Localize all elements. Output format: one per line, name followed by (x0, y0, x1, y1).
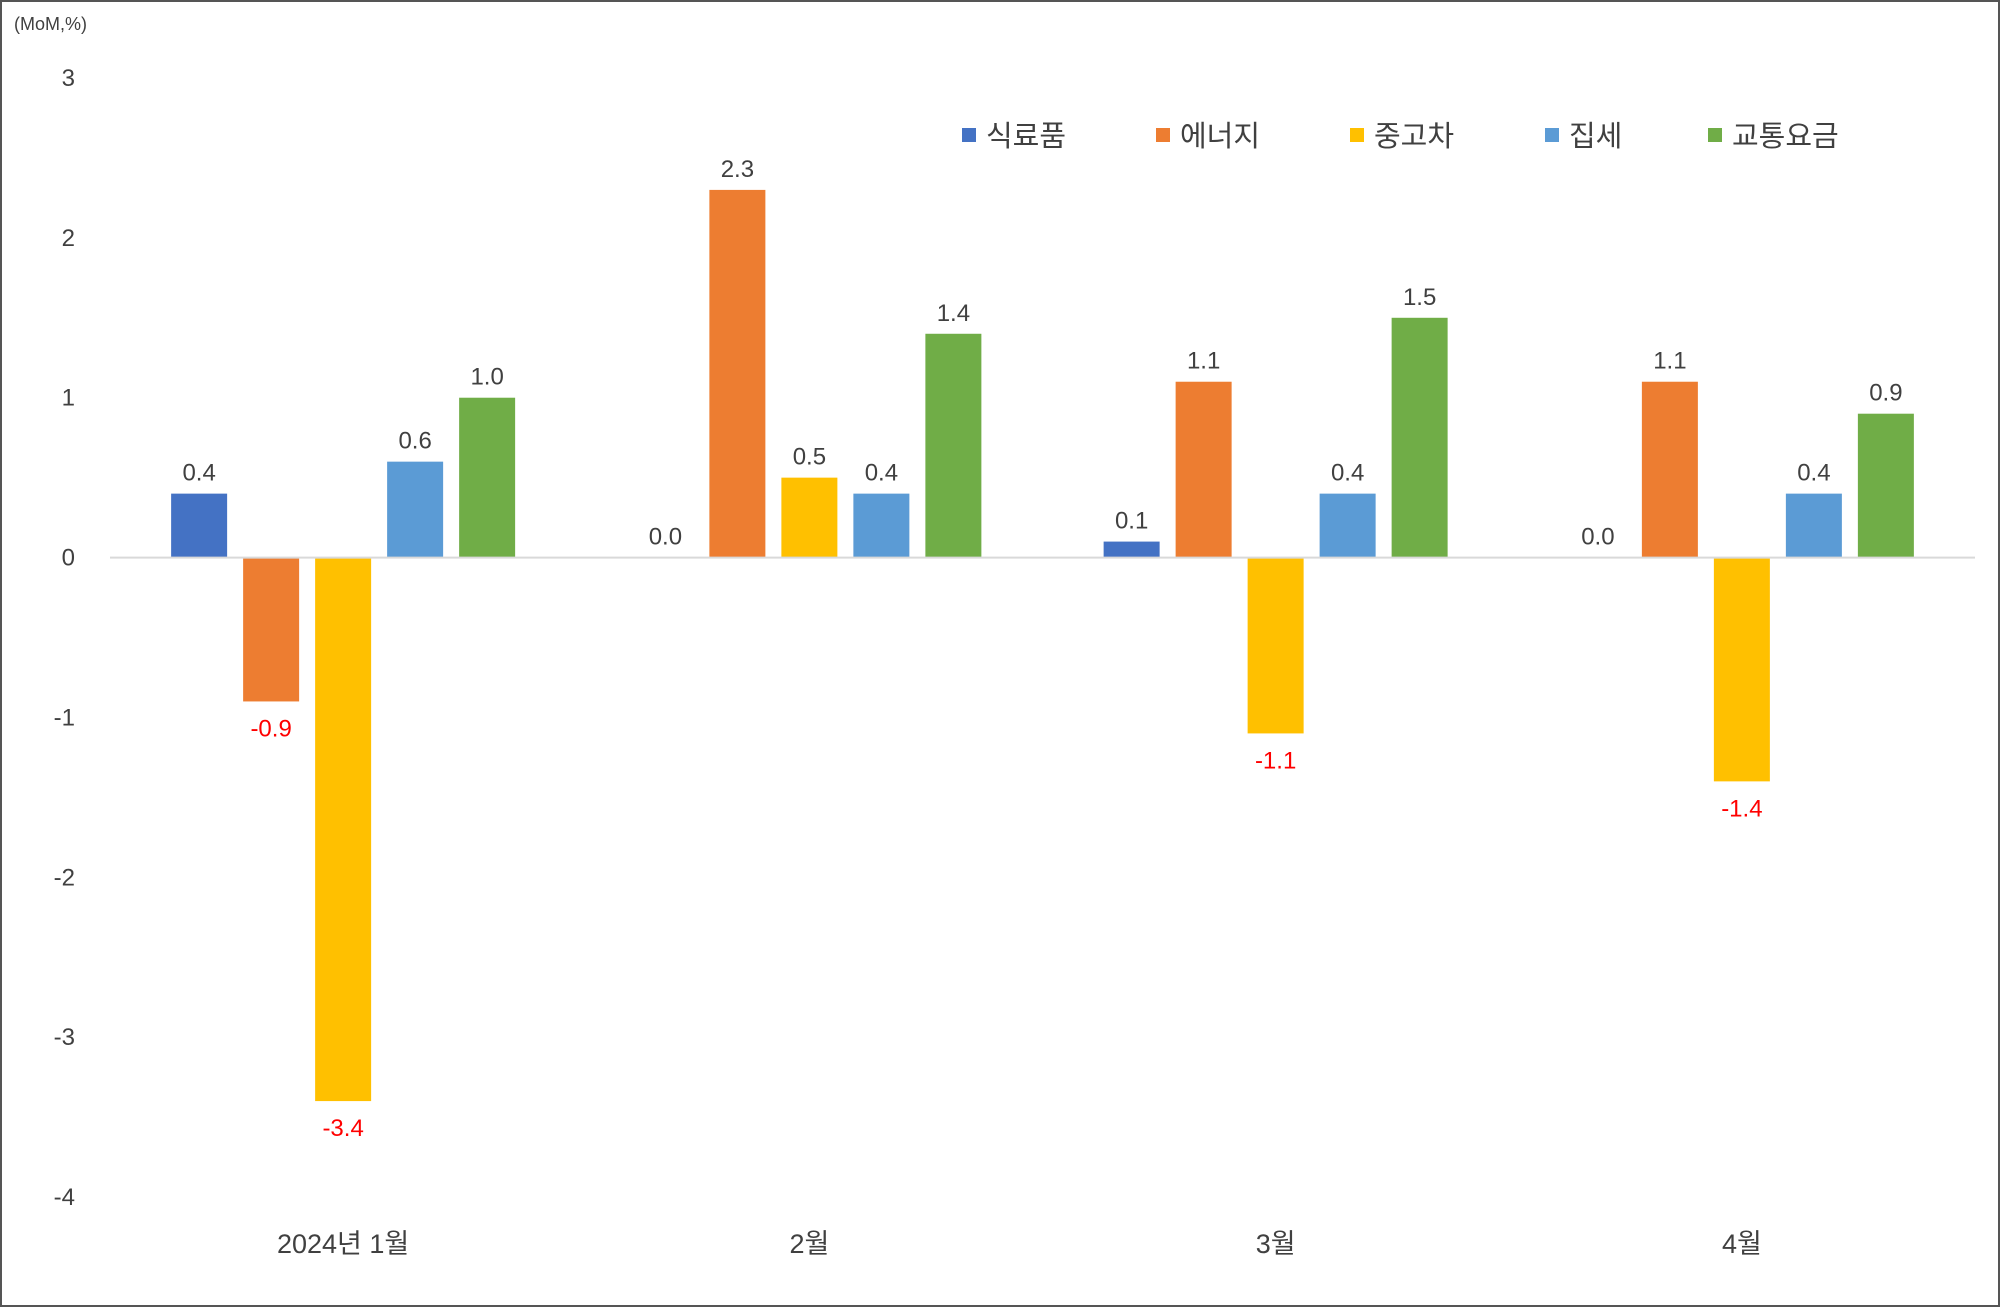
data-label: -1.1 (1255, 747, 1296, 774)
data-label: 1.0 (470, 364, 503, 391)
data-label: 0.5 (793, 444, 826, 471)
y-tick-label: -3 (54, 1024, 75, 1051)
data-label: 0.4 (865, 460, 898, 487)
legend: 식료품 에너지 중고차 집세 교통요금 (962, 121, 1839, 153)
bars-group (171, 189, 1914, 1102)
data-label: 0.4 (1797, 460, 1830, 487)
data-label: 2.3 (721, 156, 754, 183)
legend-label: 집세 (1569, 121, 1622, 153)
data-label: 0.4 (1331, 460, 1364, 487)
legend-label: 중고차 (1374, 121, 1454, 153)
bar (1175, 381, 1232, 558)
bar (171, 493, 228, 558)
x-axis: 2024년 1월 2월 3월 4월 (277, 1229, 1762, 1259)
bar (1713, 557, 1770, 782)
unit-label: (MoM,%) (14, 14, 87, 34)
data-labels-group: 0.4 0.0 0.1 0.0 -0.9 2.3 1.1 1.1 -3.4 0.5 -1.1 -1.4… (182, 156, 1902, 1142)
bar (1857, 413, 1914, 558)
y-tick-label: 1 (62, 385, 75, 412)
x-tick-label: 2월 (789, 1229, 829, 1259)
x-tick-label: 4월 (1722, 1229, 1762, 1259)
y-tick-label: 0 (62, 545, 75, 572)
x-tick-label: 2024년 1월 (277, 1229, 409, 1259)
bar (781, 477, 838, 558)
legend-label: 교통요금 (1732, 121, 1839, 153)
y-tick-label: -4 (54, 1184, 75, 1211)
x-tick-label: 3월 (1256, 1229, 1296, 1259)
data-label: 0.6 (398, 428, 431, 455)
data-label: 0.4 (182, 460, 215, 487)
y-tick-label: -2 (54, 864, 75, 891)
bar (1391, 317, 1448, 558)
bar (853, 493, 910, 558)
y-tick-label: 3 (62, 65, 75, 92)
bar (709, 189, 766, 558)
data-label: 0.1 (1115, 508, 1148, 535)
legend-swatch (1156, 128, 1170, 142)
data-label: 0.9 (1869, 380, 1902, 407)
data-label: 1.1 (1187, 348, 1220, 375)
data-label: 1.1 (1653, 348, 1686, 375)
data-label: -0.9 (250, 715, 291, 742)
legend-swatch (1350, 128, 1364, 142)
legend-label: 에너지 (1180, 121, 1260, 153)
legend-label: 식료품 (986, 121, 1066, 153)
bar (1103, 541, 1160, 558)
bar (1785, 493, 1842, 558)
y-tick-label: -1 (54, 704, 75, 731)
data-label: 1.4 (937, 300, 970, 327)
bar (1247, 557, 1304, 734)
y-axis: 3 2 1 0 -1 -2 -3 -4 (54, 65, 75, 1211)
bar (387, 461, 444, 558)
bar (315, 557, 372, 1102)
data-label: -3.4 (322, 1115, 363, 1142)
bar (243, 557, 300, 702)
data-label: 1.5 (1403, 284, 1436, 311)
bar (925, 333, 982, 558)
y-tick-label: 2 (62, 225, 75, 252)
data-label: 0.0 (1581, 524, 1614, 551)
bar (459, 397, 516, 558)
data-label: -1.4 (1721, 795, 1762, 822)
legend-swatch (1708, 128, 1722, 142)
bar (1319, 493, 1376, 558)
legend-swatch (1545, 128, 1559, 142)
bar (1641, 381, 1698, 558)
data-label: 0.0 (649, 524, 682, 551)
legend-swatch (962, 128, 976, 142)
